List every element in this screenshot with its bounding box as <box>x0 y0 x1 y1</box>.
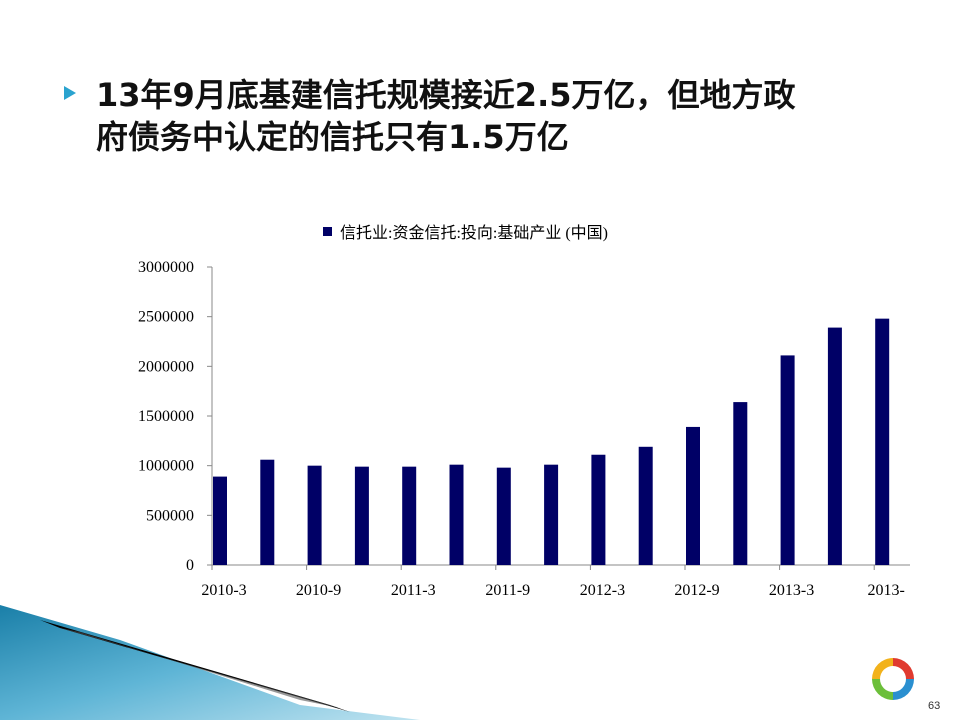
y-tick-label: 2000000 <box>138 358 194 375</box>
y-tick-labels: 0 500000 1000000 1500000 2000000 2500000 30000… <box>138 259 194 574</box>
bar-2013-6 <box>827 327 842 565</box>
bar-2012-9 <box>686 426 700 565</box>
y-tick-label: 1500000 <box>138 408 194 425</box>
bar-2011-9 <box>496 467 511 565</box>
bar-2012-3 <box>591 454 606 565</box>
slide-title-line-2: 府债务中认定的信托只有1.5万亿 <box>96 118 569 156</box>
x-tick-label: 2013-3 <box>769 582 814 599</box>
x-tick-label: 2011-3 <box>391 582 436 599</box>
legend-swatch <box>323 227 332 236</box>
bar-2010-3 <box>213 476 227 565</box>
bar-2012-12 <box>733 402 748 565</box>
bullet-arrow-icon <box>64 86 76 100</box>
bar-2011-6 <box>449 464 464 565</box>
company-logo-icon <box>872 658 914 700</box>
legend-label: 信托业:资金信托:投向:基础产业 (中国) <box>340 224 608 242</box>
x-tick-labels: 2010-3 2010-9 2011-3 2011-9 2012-3 2012-9 2013… <box>201 582 905 599</box>
x-tick-label: 2012-3 <box>580 582 625 599</box>
bar-2011-12 <box>544 464 559 565</box>
y-tick-label: 1000000 <box>138 458 194 475</box>
bar-2012-6 <box>638 446 653 565</box>
chart-legend: 信托业:资金信托:投向:基础产业 (中国) <box>323 224 608 242</box>
y-tick-label: 500000 <box>146 507 194 524</box>
y-tick-label: 0 <box>186 557 194 574</box>
x-tick-label: 2010-9 <box>296 582 341 599</box>
bar-2010-9 <box>307 465 322 565</box>
bar-2010-6 <box>260 459 275 565</box>
x-tick-label: 2012-9 <box>674 582 719 599</box>
x-tick-label: 2010-3 <box>201 582 246 599</box>
bar-2011-3 <box>402 466 417 565</box>
y-tick-label: 2500000 <box>138 309 194 326</box>
chart-bars <box>213 318 890 565</box>
slide-title: 13年9月底基建信托规模接近2.5万亿，但地方政 府债务中认定的信托只有1.5万… <box>96 74 916 158</box>
bar-2013-3 <box>780 355 795 565</box>
bar-2010-12 <box>354 466 369 565</box>
x-tick-label: 2013- <box>868 582 905 599</box>
y-tick-label: 3000000 <box>138 259 194 276</box>
slide-title-line-1: 13年9月底基建信托规模接近2.5万亿，但地方政 <box>96 76 796 114</box>
bar-2013-9 <box>875 318 890 565</box>
x-tick-label: 2011-9 <box>485 582 530 599</box>
page-number: 63 <box>928 700 941 712</box>
